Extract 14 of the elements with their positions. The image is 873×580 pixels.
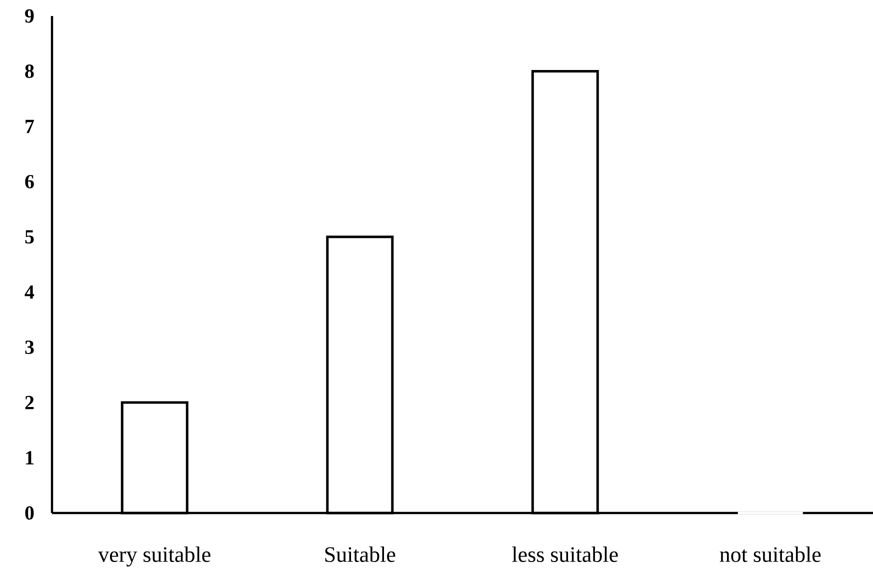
x-tick-label: less suitable	[512, 546, 618, 562]
y-tick-label: 7	[26, 120, 34, 133]
y-tick-label: 3	[25, 340, 34, 354]
x-tick-label: Suitable	[325, 546, 396, 562]
y-tick-label: 8	[25, 64, 34, 78]
y-tick-label: 4	[24, 286, 34, 299]
y-tick-label: 5	[25, 230, 34, 244]
x-tick-label: not suitable	[720, 546, 821, 562]
y-tick-label: 1	[26, 451, 34, 464]
y-tick-label: 6	[25, 174, 34, 188]
x-tick-label: very suitable	[98, 546, 210, 567]
y-tick-label: 2	[25, 396, 34, 410]
y-tick-label: 0	[25, 506, 34, 520]
y-tick-label: 9	[25, 9, 34, 23]
